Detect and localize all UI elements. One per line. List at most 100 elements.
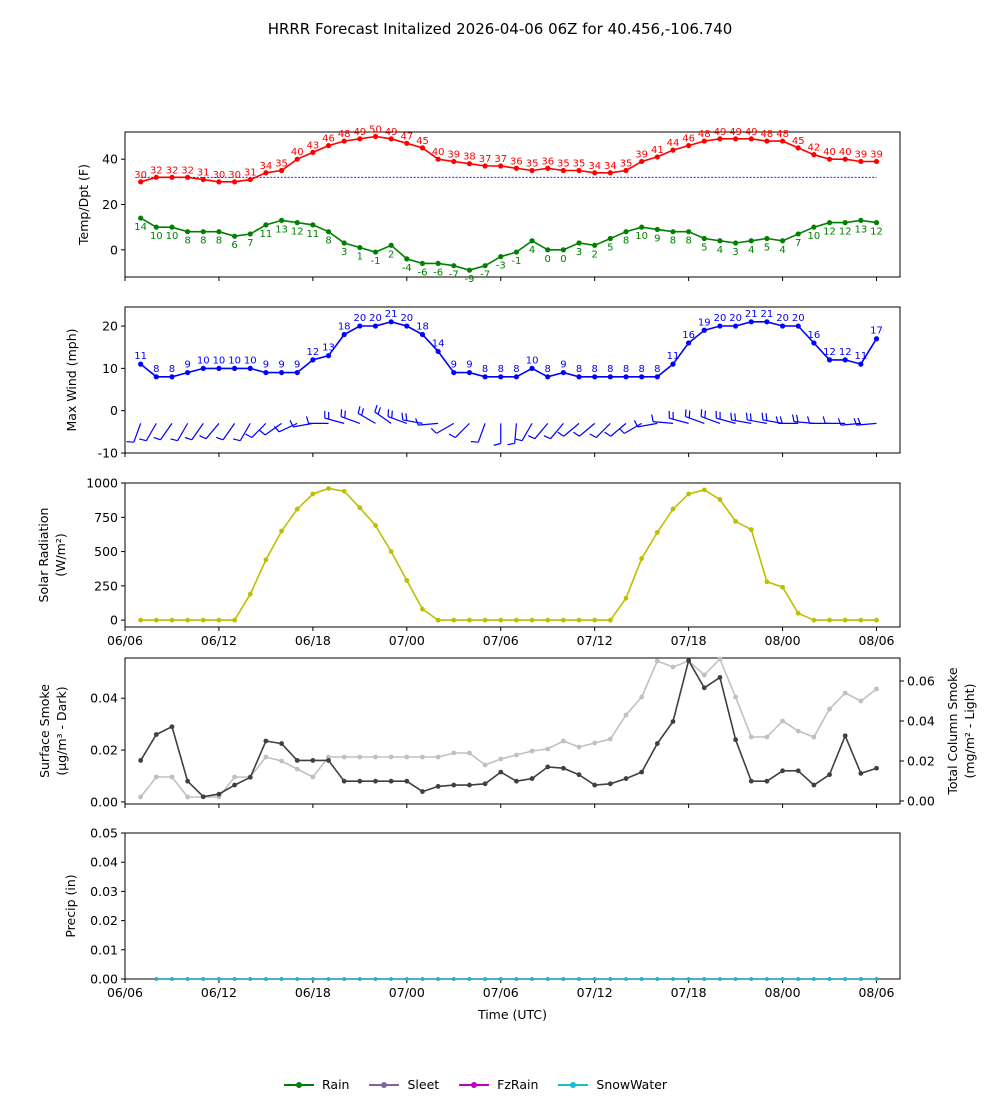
dewpoint-data-label: 12: [839, 227, 852, 238]
x-tick-label: 06/12: [201, 633, 237, 648]
dewpoint-data-label: 12: [291, 227, 304, 238]
precip-snowwater-point: [185, 977, 190, 981]
dewpoint-data-label: 4: [748, 245, 754, 256]
wind-barb: [589, 422, 611, 439]
dewpoint-data-label: -7: [449, 270, 459, 281]
solar-point: [842, 617, 848, 623]
max-wind-data-label: 11: [134, 351, 147, 362]
wind-barb-feather: [806, 416, 811, 424]
surface-smoke-point: [420, 789, 425, 794]
max-wind-data-label: 17: [870, 326, 883, 337]
dewpoint-point: [513, 249, 520, 255]
surface-smoke-point: [733, 737, 739, 743]
wind-barb: [357, 406, 376, 424]
temperature-data-label: 32: [181, 165, 194, 176]
precip-snowwater-point: [358, 977, 362, 981]
wind-barb-feather: [557, 431, 565, 437]
solar-point: [654, 529, 660, 535]
max-wind-line: [140, 320, 878, 378]
max-wind-point: [278, 369, 285, 376]
max-wind-data-label: 8: [498, 364, 504, 375]
temperature-data-label: 31: [197, 168, 210, 179]
max-wind-data-label: 10: [526, 355, 539, 366]
wind-barb-staff: [685, 415, 705, 424]
surface-smoke-point: [780, 768, 785, 774]
dewpoint-point: [200, 229, 206, 235]
max-wind-point: [811, 340, 817, 346]
temperature-data-label: 35: [573, 159, 586, 170]
max-wind-data-label: 12: [307, 347, 320, 358]
max-wind-data-label: 21: [745, 309, 758, 320]
precip-snowwater-point: [498, 977, 503, 981]
wind-barb: [493, 423, 502, 446]
precip-snowwater-point: [170, 977, 174, 981]
wind-barb-staff: [205, 422, 220, 440]
solar-point: [482, 617, 488, 623]
temperature-data-label: 39: [635, 149, 648, 160]
max-wind-data-label: 20: [714, 313, 727, 324]
temperature-data-label: 39: [447, 149, 460, 160]
surface-smoke-point: [560, 765, 566, 771]
dewpoint-data-label: 1: [357, 252, 363, 263]
solar-point: [200, 617, 206, 623]
solar-point: [623, 595, 629, 601]
max-wind-data-label: 8: [169, 364, 175, 375]
y-tick-label: 0.04: [90, 691, 118, 706]
solar-point: [811, 617, 817, 623]
solar-point: [138, 617, 144, 623]
max-wind-data-label: 8: [482, 364, 488, 375]
max-wind-point: [623, 374, 629, 380]
wind-barb-feather: [377, 407, 381, 415]
wind-barb-feather: [259, 429, 266, 436]
wind-barb-staff: [387, 415, 408, 424]
x-tick-label: 06/06: [107, 985, 143, 1000]
dewpoint-data-label: 9: [654, 233, 660, 244]
dewpoint-data-label: 8: [670, 236, 676, 247]
solar-line: [140, 487, 877, 621]
y-tick-label: 1000: [86, 476, 118, 491]
max-wind-point: [216, 365, 222, 371]
y2-tick-label: 0.02: [907, 754, 935, 769]
precip-snowwater-point: [420, 977, 425, 981]
temperature-data-label: 44: [667, 138, 680, 149]
temperature-point: [576, 167, 582, 174]
dewpoint-point: [779, 238, 786, 244]
wind-barb-staff: [222, 423, 236, 441]
max-wind-point: [592, 374, 598, 380]
wind-barb-staff: [278, 422, 298, 433]
temperature-data-label: 45: [416, 136, 429, 147]
wind-barb-feather: [857, 417, 862, 425]
wind-barb-feather: [765, 413, 768, 421]
max-wind-data-label: 20: [792, 313, 805, 324]
max-wind-data-label: 20: [353, 313, 366, 324]
surface-smoke-point: [404, 778, 410, 784]
wind-barb-staff: [436, 422, 455, 434]
y-tick-label: 0.04: [90, 855, 118, 870]
solar-point: [545, 617, 551, 623]
dewpoint-point: [231, 233, 238, 239]
wind-barb: [415, 418, 439, 426]
wind-barb: [273, 422, 298, 433]
figure-title: HRRR Forecast Initalized 2026-04-06 06Z …: [268, 20, 733, 38]
dewpoint-data-label: -6: [433, 267, 443, 278]
dewpoint-data-label: 0: [545, 254, 551, 265]
solar-point: [185, 617, 191, 623]
y-axis-label: Precip (in): [63, 874, 78, 937]
wind-barb-feather: [527, 435, 536, 440]
surface-smoke-point: [169, 724, 175, 730]
legend-label: Sleet: [407, 1077, 440, 1092]
wind-barb-staff: [239, 423, 251, 441]
dewpoint-data-label: 8: [623, 236, 629, 247]
temperature-point: [748, 136, 754, 142]
temperature-data-label: 38: [463, 152, 476, 163]
wind-barb-staff: [610, 422, 627, 437]
max-wind-point: [842, 357, 848, 363]
wind-barb: [216, 423, 236, 441]
precip-snowwater-point: [780, 977, 785, 981]
surface-smoke-point: [232, 782, 237, 788]
wind-barb-feather: [170, 438, 178, 442]
y-axis-label: Temp/Dpt (F): [76, 164, 91, 246]
temperature-point: [764, 138, 770, 144]
precip-snowwater-point: [154, 977, 159, 981]
